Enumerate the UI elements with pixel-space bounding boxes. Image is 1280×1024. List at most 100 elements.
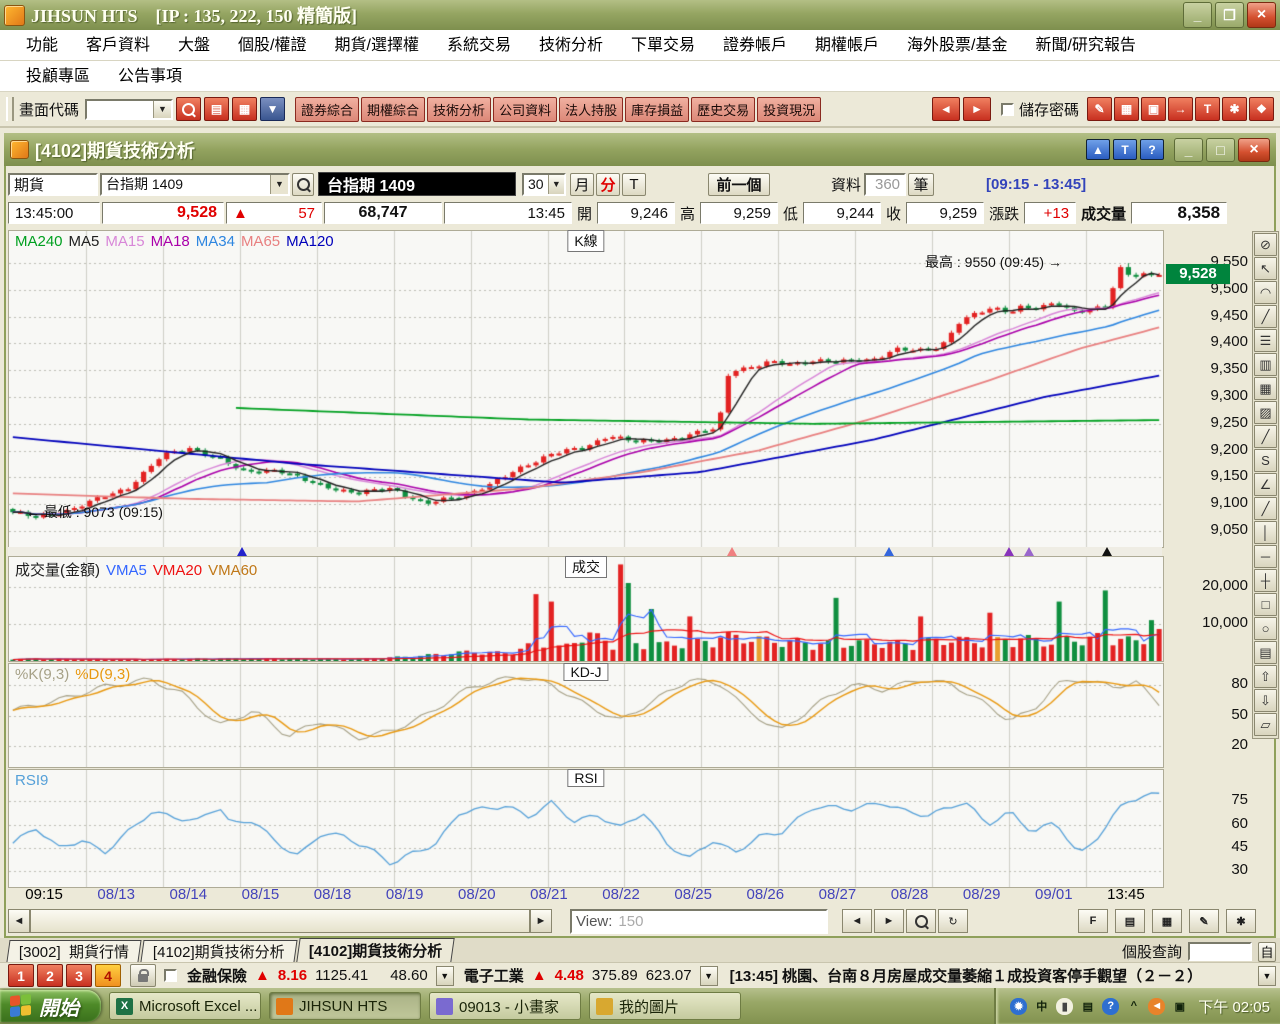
- grid-icon[interactable]: ▦: [1254, 377, 1277, 400]
- menu-item[interactable]: 客戶資料: [86, 36, 151, 54]
- page-button[interactable]: 3: [66, 964, 92, 987]
- previous-button[interactable]: 前一個: [708, 172, 770, 196]
- menu-item[interactable]: 證券帳戶: [723, 36, 788, 54]
- page-button[interactable]: 2: [37, 964, 63, 987]
- hand-icon[interactable]: ❖: [1249, 97, 1274, 121]
- angle-icon[interactable]: ∠: [1254, 473, 1277, 496]
- ime-mode-icon[interactable]: ▮: [1056, 997, 1074, 1015]
- refresh-icon[interactable]: ↻: [938, 909, 968, 933]
- monitor-icon[interactable]: ▣: [1141, 97, 1166, 121]
- indicator-settings-icon[interactable]: F: [1078, 909, 1108, 933]
- page-button[interactable]: 1: [8, 964, 34, 987]
- help-icon[interactable]: ?: [1102, 997, 1120, 1015]
- bars-icon[interactable]: ▤: [1254, 641, 1277, 664]
- quick-screen-button[interactable]: 歷史交易: [691, 96, 756, 122]
- menu-item[interactable]: 功能: [26, 36, 59, 54]
- month-period-button[interactable]: 月: [570, 172, 594, 196]
- tools-icon[interactable]: ✱: [1222, 97, 1247, 121]
- close-button[interactable]: ×: [1247, 2, 1276, 28]
- menu-item[interactable]: 公告事項: [118, 67, 183, 85]
- dropdown-icon[interactable]: ▼: [260, 97, 286, 121]
- horizontal-line-icon[interactable]: ─: [1254, 545, 1277, 568]
- collapse-button[interactable]: ▲: [1086, 139, 1110, 160]
- menu-item[interactable]: 投顧專區: [26, 67, 91, 85]
- menu-item[interactable]: 大盤: [178, 36, 211, 54]
- quick-screen-button[interactable]: 證券綜合: [295, 96, 360, 122]
- market-field[interactable]: 期貨: [8, 172, 98, 196]
- nav-forward-button[interactable]: ►: [962, 97, 991, 121]
- menu-item[interactable]: 技術分析: [538, 36, 603, 54]
- zoom-icon[interactable]: [906, 909, 936, 933]
- menu-item[interactable]: 新聞/研究報告: [1035, 36, 1136, 54]
- ticker-dropdown-button[interactable]: ▼: [435, 965, 454, 986]
- quick-screen-button[interactable]: 庫存損益: [625, 96, 690, 122]
- nav-back-button[interactable]: ◄: [931, 97, 960, 121]
- news-ticker[interactable]: [13:45] 桃園、台南８月房屋成交量萎縮１成投資客停手觀望（２－２）: [729, 968, 1203, 985]
- arrow-up-icon[interactable]: ⇧: [1254, 665, 1277, 688]
- exit-icon[interactable]: →: [1168, 97, 1193, 121]
- news-dropdown-button[interactable]: ▼: [1258, 965, 1276, 986]
- data-table-icon[interactable]: ▦: [1152, 909, 1182, 933]
- save-password-checkbox[interactable]: [1000, 102, 1014, 116]
- page-button[interactable]: 4: [95, 964, 121, 987]
- restore-button[interactable]: ❐: [1215, 2, 1244, 28]
- taskbar-task[interactable]: 我的圖片: [589, 992, 741, 1020]
- copy-chart-icon[interactable]: ▤: [1115, 909, 1145, 933]
- pen-icon[interactable]: ✎: [1087, 97, 1112, 121]
- chevron-down-icon[interactable]: ▼: [153, 100, 172, 118]
- arrow-down-icon[interactable]: ⇩: [1254, 689, 1277, 712]
- scroll-left-button[interactable]: ◄: [8, 909, 30, 933]
- minimize-button[interactable]: _: [1183, 2, 1212, 28]
- data-unit-button[interactable]: 筆: [908, 172, 935, 196]
- chart-restore-button[interactable]: □: [1206, 137, 1235, 162]
- kline-panel[interactable]: MA240 MA5 MA15 MA18 MA34 MA65 MA120 K線: [8, 230, 1164, 548]
- no-draw-icon[interactable]: ⊘: [1254, 233, 1277, 256]
- image-icon[interactable]: ▦: [1114, 97, 1139, 121]
- kd-chart-canvas[interactable]: [9, 664, 1163, 767]
- hatch-icon[interactable]: ▨: [1254, 401, 1277, 424]
- page-right-icon[interactable]: ►: [874, 909, 904, 933]
- chart-minimize-button[interactable]: _: [1174, 137, 1203, 162]
- page-left-icon[interactable]: ◄: [842, 909, 872, 933]
- symbol-search-button[interactable]: [292, 172, 314, 196]
- safely-remove-icon[interactable]: ◄: [1148, 997, 1166, 1015]
- menu-item[interactable]: 系統交易: [446, 36, 511, 54]
- network-icon[interactable]: ▣: [1174, 1000, 1185, 1013]
- hidden-icons-chevron[interactable]: ^: [1130, 1000, 1137, 1012]
- keypad-icon[interactable]: ▦: [232, 97, 258, 121]
- chevron-down-icon[interactable]: ▼: [270, 174, 288, 194]
- menu-item[interactable]: 下單交易: [630, 36, 695, 54]
- scroll-right-button[interactable]: ►: [530, 909, 552, 933]
- tick-period-button[interactable]: T: [622, 172, 646, 196]
- help-button[interactable]: ?: [1140, 139, 1164, 160]
- chart-close-button[interactable]: ×: [1238, 137, 1270, 162]
- kline-chart-canvas[interactable]: [9, 231, 1163, 547]
- text-tool-icon[interactable]: T: [1195, 97, 1220, 121]
- volume-panel[interactable]: 成交量(金額) VMA5 VMA20 VMA60 成交: [8, 556, 1164, 662]
- draw-icon[interactable]: ✎: [1189, 909, 1219, 933]
- updates-icon[interactable]: ✹: [1010, 997, 1028, 1015]
- ray-icon[interactable]: ╱: [1254, 497, 1277, 520]
- interval-combo[interactable]: 30 ▼: [522, 172, 566, 196]
- taskbar-task[interactable]: X Microsoft Excel ...: [109, 992, 261, 1020]
- data-count-field[interactable]: 360: [864, 172, 907, 196]
- minute-period-button[interactable]: 分: [596, 172, 620, 196]
- menu-item[interactable]: 海外股票/基金: [907, 36, 1008, 54]
- screen-code-combo[interactable]: ▼: [85, 98, 174, 120]
- vertical-line-icon[interactable]: │: [1254, 521, 1277, 544]
- horizontal-lines-icon[interactable]: ☰: [1254, 329, 1277, 352]
- lock-button[interactable]: [130, 964, 156, 987]
- folder-icon[interactable]: ▤: [204, 97, 230, 121]
- trend-line-icon[interactable]: ╱: [1254, 425, 1277, 448]
- vertical-lines-icon[interactable]: ▥: [1254, 353, 1277, 376]
- workspace-tab[interactable]: [3002] 期貨行情: [6, 940, 142, 962]
- workspace-tab[interactable]: [4102]期貨技術分析: [140, 940, 298, 962]
- settings-icon[interactable]: ✱: [1226, 909, 1256, 933]
- workspace-tab[interactable]: [4102]期貨技術分析: [296, 938, 455, 962]
- menu-item[interactable]: 期權帳戶: [815, 36, 880, 54]
- scroll-thumb[interactable]: [30, 909, 530, 933]
- taskbar-task[interactable]: JIHSUN HTS: [269, 992, 421, 1020]
- eraser-icon[interactable]: ▱: [1254, 713, 1277, 736]
- taskbar-task[interactable]: 09013 - 小畫家: [429, 992, 581, 1020]
- ticker-checkbox[interactable]: [164, 969, 177, 982]
